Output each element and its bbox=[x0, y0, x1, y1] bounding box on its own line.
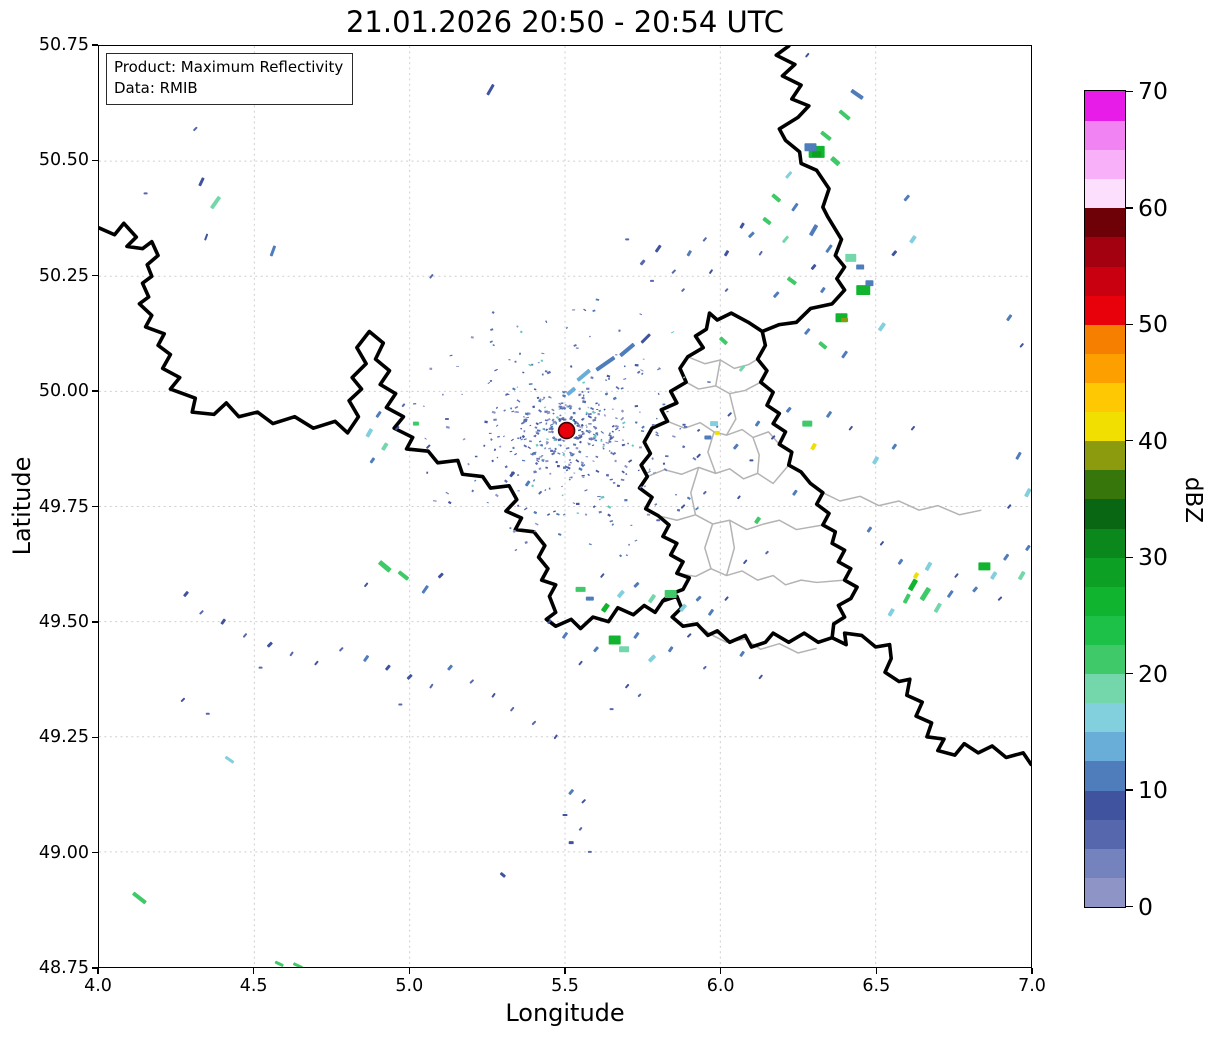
colorbar-band bbox=[1085, 236, 1125, 267]
y-tick-mark bbox=[92, 851, 98, 854]
colorbar-band bbox=[1085, 615, 1125, 645]
x-tick-mark bbox=[97, 968, 99, 974]
colorbar-band bbox=[1085, 120, 1125, 151]
grid-lines bbox=[99, 46, 1031, 967]
y-tick-label: 49.25 bbox=[38, 727, 89, 748]
colorbar-band bbox=[1085, 469, 1125, 500]
x-tick-mark bbox=[875, 968, 878, 974]
colorbar-tick-label: 60 bbox=[1138, 193, 1168, 222]
y-tick-mark bbox=[92, 967, 98, 969]
colorbar-band bbox=[1085, 149, 1125, 180]
radar-site-marker bbox=[557, 421, 576, 440]
y-tick-mark bbox=[92, 44, 98, 46]
colorbar-tick-mark bbox=[1126, 90, 1133, 93]
colorbar-tick-label: 0 bbox=[1138, 892, 1153, 921]
colorbar-band bbox=[1085, 819, 1125, 849]
y-tick-label: 49.00 bbox=[38, 842, 89, 863]
colorbar-tick-label: 20 bbox=[1138, 659, 1168, 688]
x-tick-mark bbox=[1031, 968, 1033, 974]
y-tick-mark bbox=[92, 275, 98, 277]
product-info-line: Product: Maximum Reflectivity bbox=[114, 58, 344, 76]
colorbar-band bbox=[1085, 295, 1125, 325]
colorbar-band bbox=[1085, 848, 1125, 878]
ground-clutter bbox=[413, 298, 719, 558]
y-tick-mark bbox=[92, 390, 98, 392]
admin-borders bbox=[647, 356, 982, 654]
x-tick-label: 4.0 bbox=[84, 976, 112, 996]
radar-echoes bbox=[132, 52, 1031, 967]
colorbar-band bbox=[1085, 790, 1125, 820]
colorbar-band bbox=[1085, 353, 1125, 383]
x-tick-mark bbox=[408, 968, 411, 974]
colorbar-band bbox=[1085, 877, 1125, 907]
colorbar-band bbox=[1085, 557, 1125, 587]
colorbar-band bbox=[1085, 731, 1125, 762]
map-plot-area: Product: Maximum Reflectivity Data: RMIB bbox=[98, 45, 1032, 968]
y-tick-label: 50.75 bbox=[38, 35, 89, 55]
colorbar-band bbox=[1085, 382, 1125, 413]
colorbar-tick-mark bbox=[1126, 440, 1133, 442]
map-canvas bbox=[99, 46, 1031, 967]
y-tick-mark bbox=[92, 159, 98, 162]
colorbar-tick-label: 10 bbox=[1138, 776, 1168, 805]
colorbar bbox=[1084, 90, 1126, 908]
colorbar-band bbox=[1085, 178, 1125, 209]
y-tick-label: 50.50 bbox=[38, 150, 89, 171]
colorbar-tick-label: 50 bbox=[1138, 310, 1168, 339]
colorbar-tick-label: 30 bbox=[1138, 543, 1168, 572]
x-tick-label: 6.0 bbox=[706, 976, 735, 996]
colorbar-band bbox=[1085, 91, 1125, 121]
colorbar-tick-mark bbox=[1126, 556, 1133, 558]
colorbar-band bbox=[1085, 702, 1125, 733]
x-tick-label: 7.0 bbox=[1018, 976, 1046, 996]
y-tick-mark bbox=[92, 736, 98, 738]
colorbar-band bbox=[1085, 266, 1125, 296]
x-axis-label: Longitude bbox=[505, 999, 625, 1027]
x-tick-label: 4.5 bbox=[239, 976, 268, 996]
colorbar-band bbox=[1085, 528, 1125, 558]
colorbar-label: dBZ bbox=[1180, 476, 1206, 524]
x-tick-mark bbox=[564, 968, 566, 974]
y-tick-label: 50.00 bbox=[38, 381, 89, 402]
colorbar-tick-mark bbox=[1126, 672, 1133, 675]
colorbar-band bbox=[1085, 760, 1125, 791]
colorbar-band bbox=[1085, 324, 1125, 354]
colorbar-band bbox=[1085, 498, 1125, 529]
y-tick-label: 49.50 bbox=[38, 611, 89, 632]
x-tick-label: 6.5 bbox=[862, 976, 891, 996]
colorbar-tick-label: 40 bbox=[1138, 426, 1168, 455]
colorbar-tick-mark bbox=[1126, 789, 1133, 791]
colorbar-tick-label: 70 bbox=[1138, 77, 1168, 106]
colorbar-tick-mark bbox=[1126, 323, 1133, 325]
y-tick-mark bbox=[92, 505, 98, 508]
country-borders bbox=[99, 46, 1031, 767]
colorbar-band bbox=[1085, 207, 1125, 238]
colorbar-band bbox=[1085, 586, 1125, 616]
x-tick-label: 5.0 bbox=[395, 976, 424, 996]
y-tick-label: 48.75 bbox=[38, 958, 89, 978]
colorbar-band bbox=[1085, 411, 1125, 442]
product-info-box: Product: Maximum Reflectivity Data: RMIB bbox=[106, 53, 354, 105]
data-source-line: Data: RMIB bbox=[114, 79, 198, 97]
x-tick-mark bbox=[252, 968, 255, 974]
x-tick-mark bbox=[719, 968, 722, 974]
colorbar-band bbox=[1085, 440, 1125, 471]
colorbar-tick-mark bbox=[1126, 207, 1133, 209]
y-tick-mark bbox=[92, 621, 98, 623]
y-tick-label: 50.25 bbox=[38, 265, 89, 286]
colorbar-band bbox=[1085, 644, 1125, 675]
x-tick-label: 5.5 bbox=[551, 976, 579, 996]
y-tick-label: 49.75 bbox=[38, 496, 89, 517]
plot-title: 21.01.2026 20:50 - 20:54 UTC bbox=[345, 5, 785, 39]
colorbar-tick-mark bbox=[1126, 905, 1133, 908]
colorbar-band bbox=[1085, 673, 1125, 704]
